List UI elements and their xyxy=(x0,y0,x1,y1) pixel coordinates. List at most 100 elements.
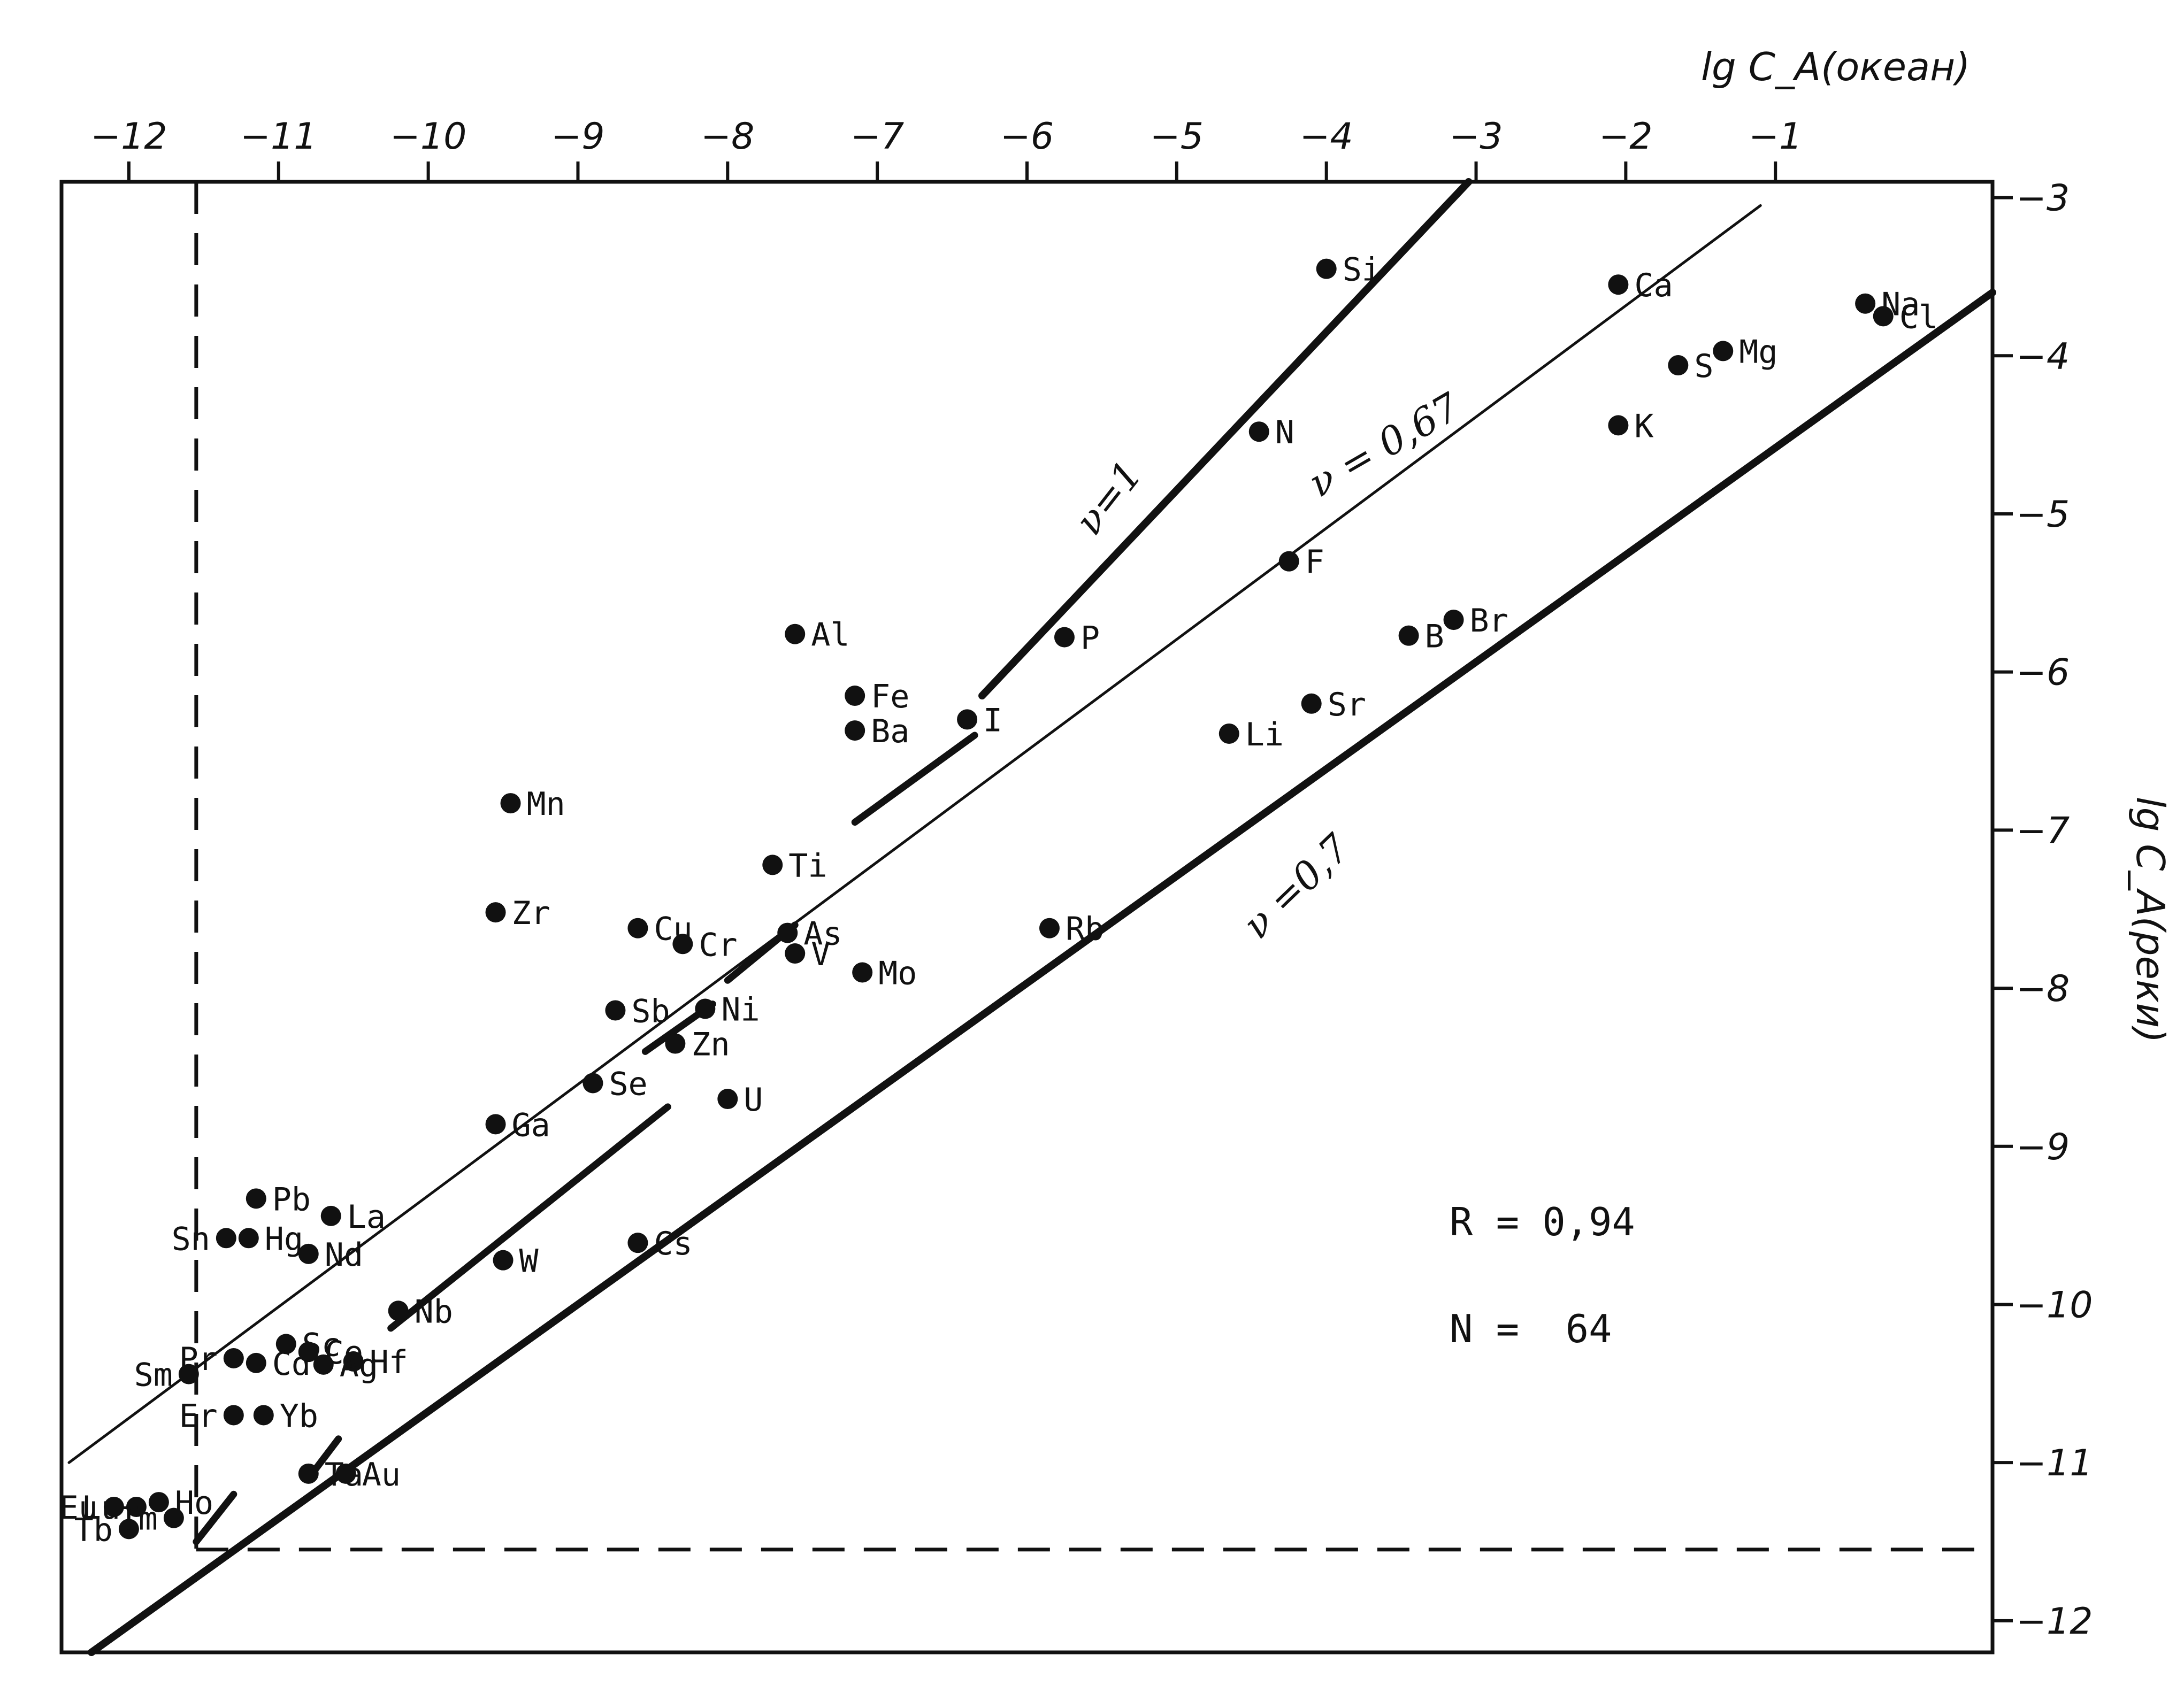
y-tick-label: −11 xyxy=(2016,1442,2093,1484)
point-label-n: N xyxy=(1275,414,1294,451)
point-cl xyxy=(1873,306,1894,327)
point-s xyxy=(1668,355,1689,376)
point-sc xyxy=(275,1334,296,1355)
point-nd xyxy=(298,1243,319,1264)
point-k xyxy=(1608,415,1629,436)
point-rb xyxy=(1039,918,1060,938)
point-mn xyxy=(500,793,521,814)
fit-line-label-2: ν = 0,67 xyxy=(1301,384,1467,506)
point-ce xyxy=(298,1342,319,1363)
point-label-v: V xyxy=(811,936,830,973)
trend-segment-6 xyxy=(193,1490,237,1545)
point-al xyxy=(785,624,806,644)
point-label-ba: Ba xyxy=(871,713,909,750)
point-sr xyxy=(1301,693,1322,714)
point-pb xyxy=(246,1188,266,1209)
x-tick-label: −8 xyxy=(701,116,754,158)
point-label-ag: Ag xyxy=(340,1347,378,1384)
point-se xyxy=(583,1073,603,1094)
x-tick-label: −10 xyxy=(390,116,467,158)
point-label-tb: Tb xyxy=(74,1511,113,1549)
point-label-nb: Nb xyxy=(415,1293,453,1330)
point-label-k: K xyxy=(1634,407,1653,445)
y-axis-ticks: −3 −4 −5 −6 −7 −8 −9 −10 −11 −12 xyxy=(1993,178,2093,1643)
point-tm xyxy=(163,1507,184,1528)
point-label-er: Er xyxy=(179,1397,218,1435)
point-label-s: S xyxy=(1694,348,1713,385)
point-label-pb: Pb xyxy=(272,1181,311,1218)
fit-line-1 xyxy=(978,178,1473,700)
point-la xyxy=(320,1205,341,1226)
point-label-ca: Ca xyxy=(1634,267,1673,304)
point-label-se: Se xyxy=(609,1065,647,1103)
point-label-ga: Ga xyxy=(512,1106,550,1144)
fit-line-label-3: ν =0,7 xyxy=(1234,825,1358,947)
point-er xyxy=(223,1405,244,1426)
point-ba xyxy=(845,720,865,741)
x-tick-label: −5 xyxy=(1150,116,1204,158)
point-label-sm: Sm xyxy=(134,1357,173,1394)
point-label-hg: Hg xyxy=(265,1220,303,1258)
point-label-cs: Cs xyxy=(654,1225,692,1263)
point-cu xyxy=(627,918,648,938)
point-au xyxy=(335,1463,356,1484)
y-tick-label: −8 xyxy=(2016,968,2070,1010)
fit-line-2 xyxy=(67,204,1762,1464)
point-label-si: Si xyxy=(1343,251,1381,289)
point-label-cd: Cd xyxy=(272,1345,311,1383)
point-label-fe: Fe xyxy=(871,678,909,715)
point-label-yb: Yb xyxy=(280,1397,318,1435)
point-hf xyxy=(343,1351,364,1372)
point-label-as: As xyxy=(803,915,842,953)
point-label-nd: Nd xyxy=(325,1236,363,1274)
point-label-eu: Eu xyxy=(59,1489,98,1527)
point-label-cr: Cr xyxy=(699,926,737,964)
point-lu xyxy=(126,1496,147,1517)
trend-segments xyxy=(193,732,978,1545)
x-axis-title: lg C_A(океан) xyxy=(1701,44,1970,89)
point-u xyxy=(717,1089,738,1110)
point-ti xyxy=(762,855,783,875)
point-zr xyxy=(485,902,506,923)
point-label-zn: Zn xyxy=(691,1026,730,1064)
point-label-al: Al xyxy=(811,617,849,654)
point-ca xyxy=(1608,274,1629,295)
fit-lines xyxy=(67,178,1996,1656)
point-as xyxy=(777,922,798,943)
x-tick-label: −9 xyxy=(551,116,604,158)
point-label-cl: Cl xyxy=(1899,298,1938,336)
point-fe xyxy=(845,686,865,706)
trend-segment-1 xyxy=(851,732,978,826)
point-label-mg: Mg xyxy=(1739,333,1777,371)
point-br xyxy=(1443,610,1464,630)
point-label-b: B xyxy=(1425,618,1444,656)
point-p xyxy=(1054,627,1075,648)
point-label-sr: Sr xyxy=(1328,686,1366,724)
point-label-ti: Ti xyxy=(788,847,827,884)
point-mg xyxy=(1713,341,1734,361)
stat-r-annotation: R = 0,94 xyxy=(1450,1199,1635,1244)
point-label-au: Au xyxy=(362,1456,401,1494)
point-label-mo: Mo xyxy=(878,955,917,992)
point-cr xyxy=(672,934,693,955)
point-sb xyxy=(605,1000,626,1021)
point-ho xyxy=(148,1492,169,1513)
fit-line-3 xyxy=(87,288,1996,1656)
point-label-u: U xyxy=(744,1081,763,1119)
y-tick-label: −12 xyxy=(2016,1600,2093,1643)
point-si xyxy=(1316,258,1337,279)
point-label-mn: Mn xyxy=(527,786,565,823)
point-f xyxy=(1278,551,1299,572)
point-nb xyxy=(388,1300,409,1321)
point-yb xyxy=(253,1405,274,1426)
y-tick-label: −4 xyxy=(2016,335,2070,378)
point-hg xyxy=(238,1228,259,1249)
x-axis-ticks: −12 −11 −10 −9 −8 −7 −6 −5 −4 −3 −2 −1 xyxy=(90,116,1802,182)
point-label-i: I xyxy=(983,702,1002,739)
point-label-hf: Hf xyxy=(370,1344,408,1381)
y-tick-label: −10 xyxy=(2016,1284,2093,1326)
point-cd xyxy=(246,1352,266,1373)
point-label-rb: Rb xyxy=(1066,911,1104,948)
detection-limit-lines xyxy=(194,182,1993,1552)
x-tick-label: −1 xyxy=(1749,116,1802,158)
